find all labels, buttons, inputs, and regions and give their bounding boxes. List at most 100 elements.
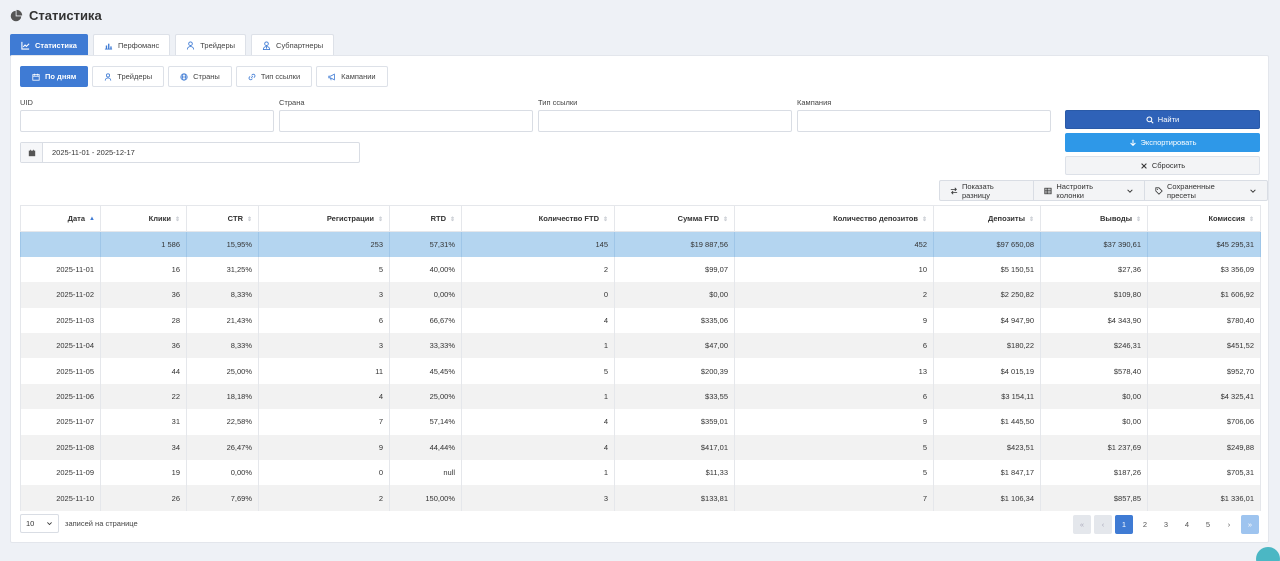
exchange-icon bbox=[950, 187, 958, 194]
table-cell: 2025-11-03 bbox=[20, 307, 101, 334]
link-type-input[interactable] bbox=[538, 110, 792, 132]
table-cell: $0,00 bbox=[1040, 409, 1148, 435]
globe-icon bbox=[180, 72, 188, 81]
date-range-value: 2025-11-01 - 2025-12-17 bbox=[52, 148, 135, 157]
reset-button[interactable]: Сбросить bbox=[1065, 156, 1260, 175]
table-cell: 1 bbox=[461, 383, 615, 410]
table-cell: 3 bbox=[258, 282, 390, 308]
page-button[interactable]: 1 bbox=[1115, 515, 1133, 534]
table-cell: 11 bbox=[258, 358, 390, 384]
tag-icon bbox=[1155, 186, 1163, 195]
table-cell: $109,80 bbox=[1040, 282, 1148, 308]
subtab-traders[interactable]: Трейдеры bbox=[92, 66, 165, 87]
country-label: Страна bbox=[279, 98, 305, 107]
table-cell: 15,95% bbox=[186, 231, 259, 257]
column-label: Дата bbox=[67, 214, 85, 223]
table-cell: 0,00% bbox=[186, 460, 259, 486]
table-row: 2025-11-07 31 22,58% 7 57,14% 4 $359,01 9 $1 445… bbox=[20, 409, 1261, 435]
column-label: Количество FTD bbox=[538, 214, 599, 223]
page-size-value: 10 bbox=[26, 519, 35, 528]
column-header[interactable]: Дата ▲ bbox=[20, 205, 101, 232]
find-button[interactable]: Найти bbox=[1065, 110, 1260, 129]
table-cell: 5 bbox=[258, 256, 390, 283]
bar-chart-icon bbox=[104, 43, 113, 50]
table-cell: 33,33% bbox=[389, 333, 462, 359]
column-header[interactable]: Количество FTD ⇕ bbox=[461, 205, 615, 232]
saved-presets-label: Сохраненные пресеты bbox=[1167, 181, 1215, 200]
column-header[interactable]: Депозиты ⇕ bbox=[933, 205, 1041, 232]
table-cell: 22,58% bbox=[186, 409, 259, 435]
table-cell: $4 947,90 bbox=[933, 307, 1041, 334]
tab-performance[interactable]: Перфоманс bbox=[92, 34, 171, 56]
subtab-label: Тип ссылки bbox=[260, 72, 301, 81]
table-cell: 9 bbox=[734, 307, 934, 334]
column-header[interactable]: Регистрации ⇕ bbox=[258, 205, 390, 232]
page-button[interactable]: 3 bbox=[1163, 520, 1169, 529]
table-cell: 2 bbox=[461, 256, 615, 283]
table-cell: $187,26 bbox=[1040, 460, 1148, 486]
table-cell: 1 bbox=[461, 333, 615, 359]
table-row: 2025-11-08 34 26,47% 9 44,44% 4 $417,01 5 $423,5… bbox=[20, 434, 1261, 461]
chevron-down-icon bbox=[47, 522, 52, 526]
download-icon bbox=[1129, 139, 1136, 146]
table-cell: $37 390,61 bbox=[1040, 231, 1148, 257]
column-header[interactable]: CTR ⇕ bbox=[186, 205, 259, 232]
tab-subpartners[interactable]: Субпартнеры bbox=[251, 34, 335, 56]
table-cell: $4 015,19 bbox=[933, 358, 1041, 384]
prev-page-button[interactable]: ‹ bbox=[1094, 515, 1112, 534]
table-cell: null bbox=[389, 460, 462, 486]
calendar-icon bbox=[32, 73, 40, 81]
column-header[interactable]: Выводы ⇕ bbox=[1040, 205, 1148, 232]
export-button[interactable]: Экспортировать bbox=[1065, 133, 1260, 152]
chat-widget-button[interactable] bbox=[1256, 547, 1280, 561]
column-header[interactable]: Количество депозитов ⇕ bbox=[734, 205, 934, 232]
show-diff-button[interactable]: Показать разницу bbox=[940, 181, 1035, 200]
tab-label: Трейдеры bbox=[200, 41, 236, 50]
page-button[interactable]: 2 bbox=[1142, 520, 1148, 529]
table-cell: $1 237,69 bbox=[1040, 434, 1148, 461]
subtab-countries[interactable]: Страны bbox=[168, 66, 232, 87]
campaign-input[interactable] bbox=[797, 110, 1051, 132]
next-page-button[interactable]: › bbox=[1227, 520, 1231, 529]
subtab-label: Трейдеры bbox=[117, 72, 153, 81]
first-page-button[interactable]: « bbox=[1073, 515, 1091, 534]
search-icon bbox=[1146, 115, 1154, 124]
tab-label: Статистика bbox=[35, 41, 77, 50]
sort-icon: ⇕ bbox=[450, 216, 456, 223]
date-range-picker[interactable]: 2025-11-01 - 2025-12-17 bbox=[20, 142, 360, 163]
saved-presets-button[interactable]: Сохраненные пресеты bbox=[1145, 181, 1267, 200]
page-button[interactable]: 4 bbox=[1184, 520, 1190, 529]
table-cell: 25,00% bbox=[389, 383, 462, 410]
column-header[interactable]: Сумма FTD ⇕ bbox=[614, 205, 735, 232]
column-header[interactable]: Комиссия ⇕ bbox=[1147, 205, 1261, 232]
country-input[interactable] bbox=[279, 110, 533, 132]
find-label: Найти bbox=[1157, 115, 1180, 124]
table-cell: 31 bbox=[100, 409, 187, 435]
subtab-by-days[interactable]: По дням bbox=[20, 66, 89, 87]
sub-tabs: По дням Трейдеры Страны Тип ссылки Кампа… bbox=[20, 66, 388, 87]
table-cell: $3 154,11 bbox=[933, 383, 1041, 410]
table-cell: $4 325,41 bbox=[1147, 383, 1261, 410]
tab-traders[interactable]: Трейдеры bbox=[175, 34, 247, 56]
table-cell: $45 295,31 bbox=[1147, 231, 1261, 257]
calendar-button[interactable] bbox=[21, 143, 43, 162]
table-cell: 1 586 bbox=[100, 231, 187, 257]
pagination: « ‹ 1 2 3 4 5 › » bbox=[1073, 515, 1259, 534]
uid-input[interactable] bbox=[20, 110, 274, 132]
chevron-down-icon bbox=[1127, 188, 1133, 193]
last-page-button[interactable]: » bbox=[1241, 515, 1259, 534]
chevron-down-icon bbox=[1250, 188, 1256, 193]
table-header-row: Дата ▲ Клики ⇕ CTR ⇕ Регистрации ⇕ RTD ⇕ Коли… bbox=[20, 205, 1261, 232]
page-button[interactable]: 5 bbox=[1205, 520, 1211, 529]
subtab-link-type[interactable]: Тип ссылки bbox=[235, 66, 313, 87]
table-cell: 8,33% bbox=[186, 282, 259, 308]
table-cell: 6 bbox=[258, 307, 390, 334]
column-header[interactable]: RTD ⇕ bbox=[389, 205, 462, 232]
column-header[interactable]: Клики ⇕ bbox=[100, 205, 187, 232]
page-size-select[interactable]: 10 bbox=[20, 514, 59, 533]
subtab-campaigns[interactable]: Кампании bbox=[316, 66, 388, 87]
table-row: 2025-11-04 36 8,33% 3 33,33% 1 $47,00 6 $180,22 $… bbox=[20, 333, 1261, 359]
column-label: Комиссия bbox=[1208, 214, 1245, 223]
tab-statistics[interactable]: Статистика bbox=[10, 34, 88, 56]
configure-columns-button[interactable]: Настроить колонки bbox=[1034, 181, 1146, 200]
